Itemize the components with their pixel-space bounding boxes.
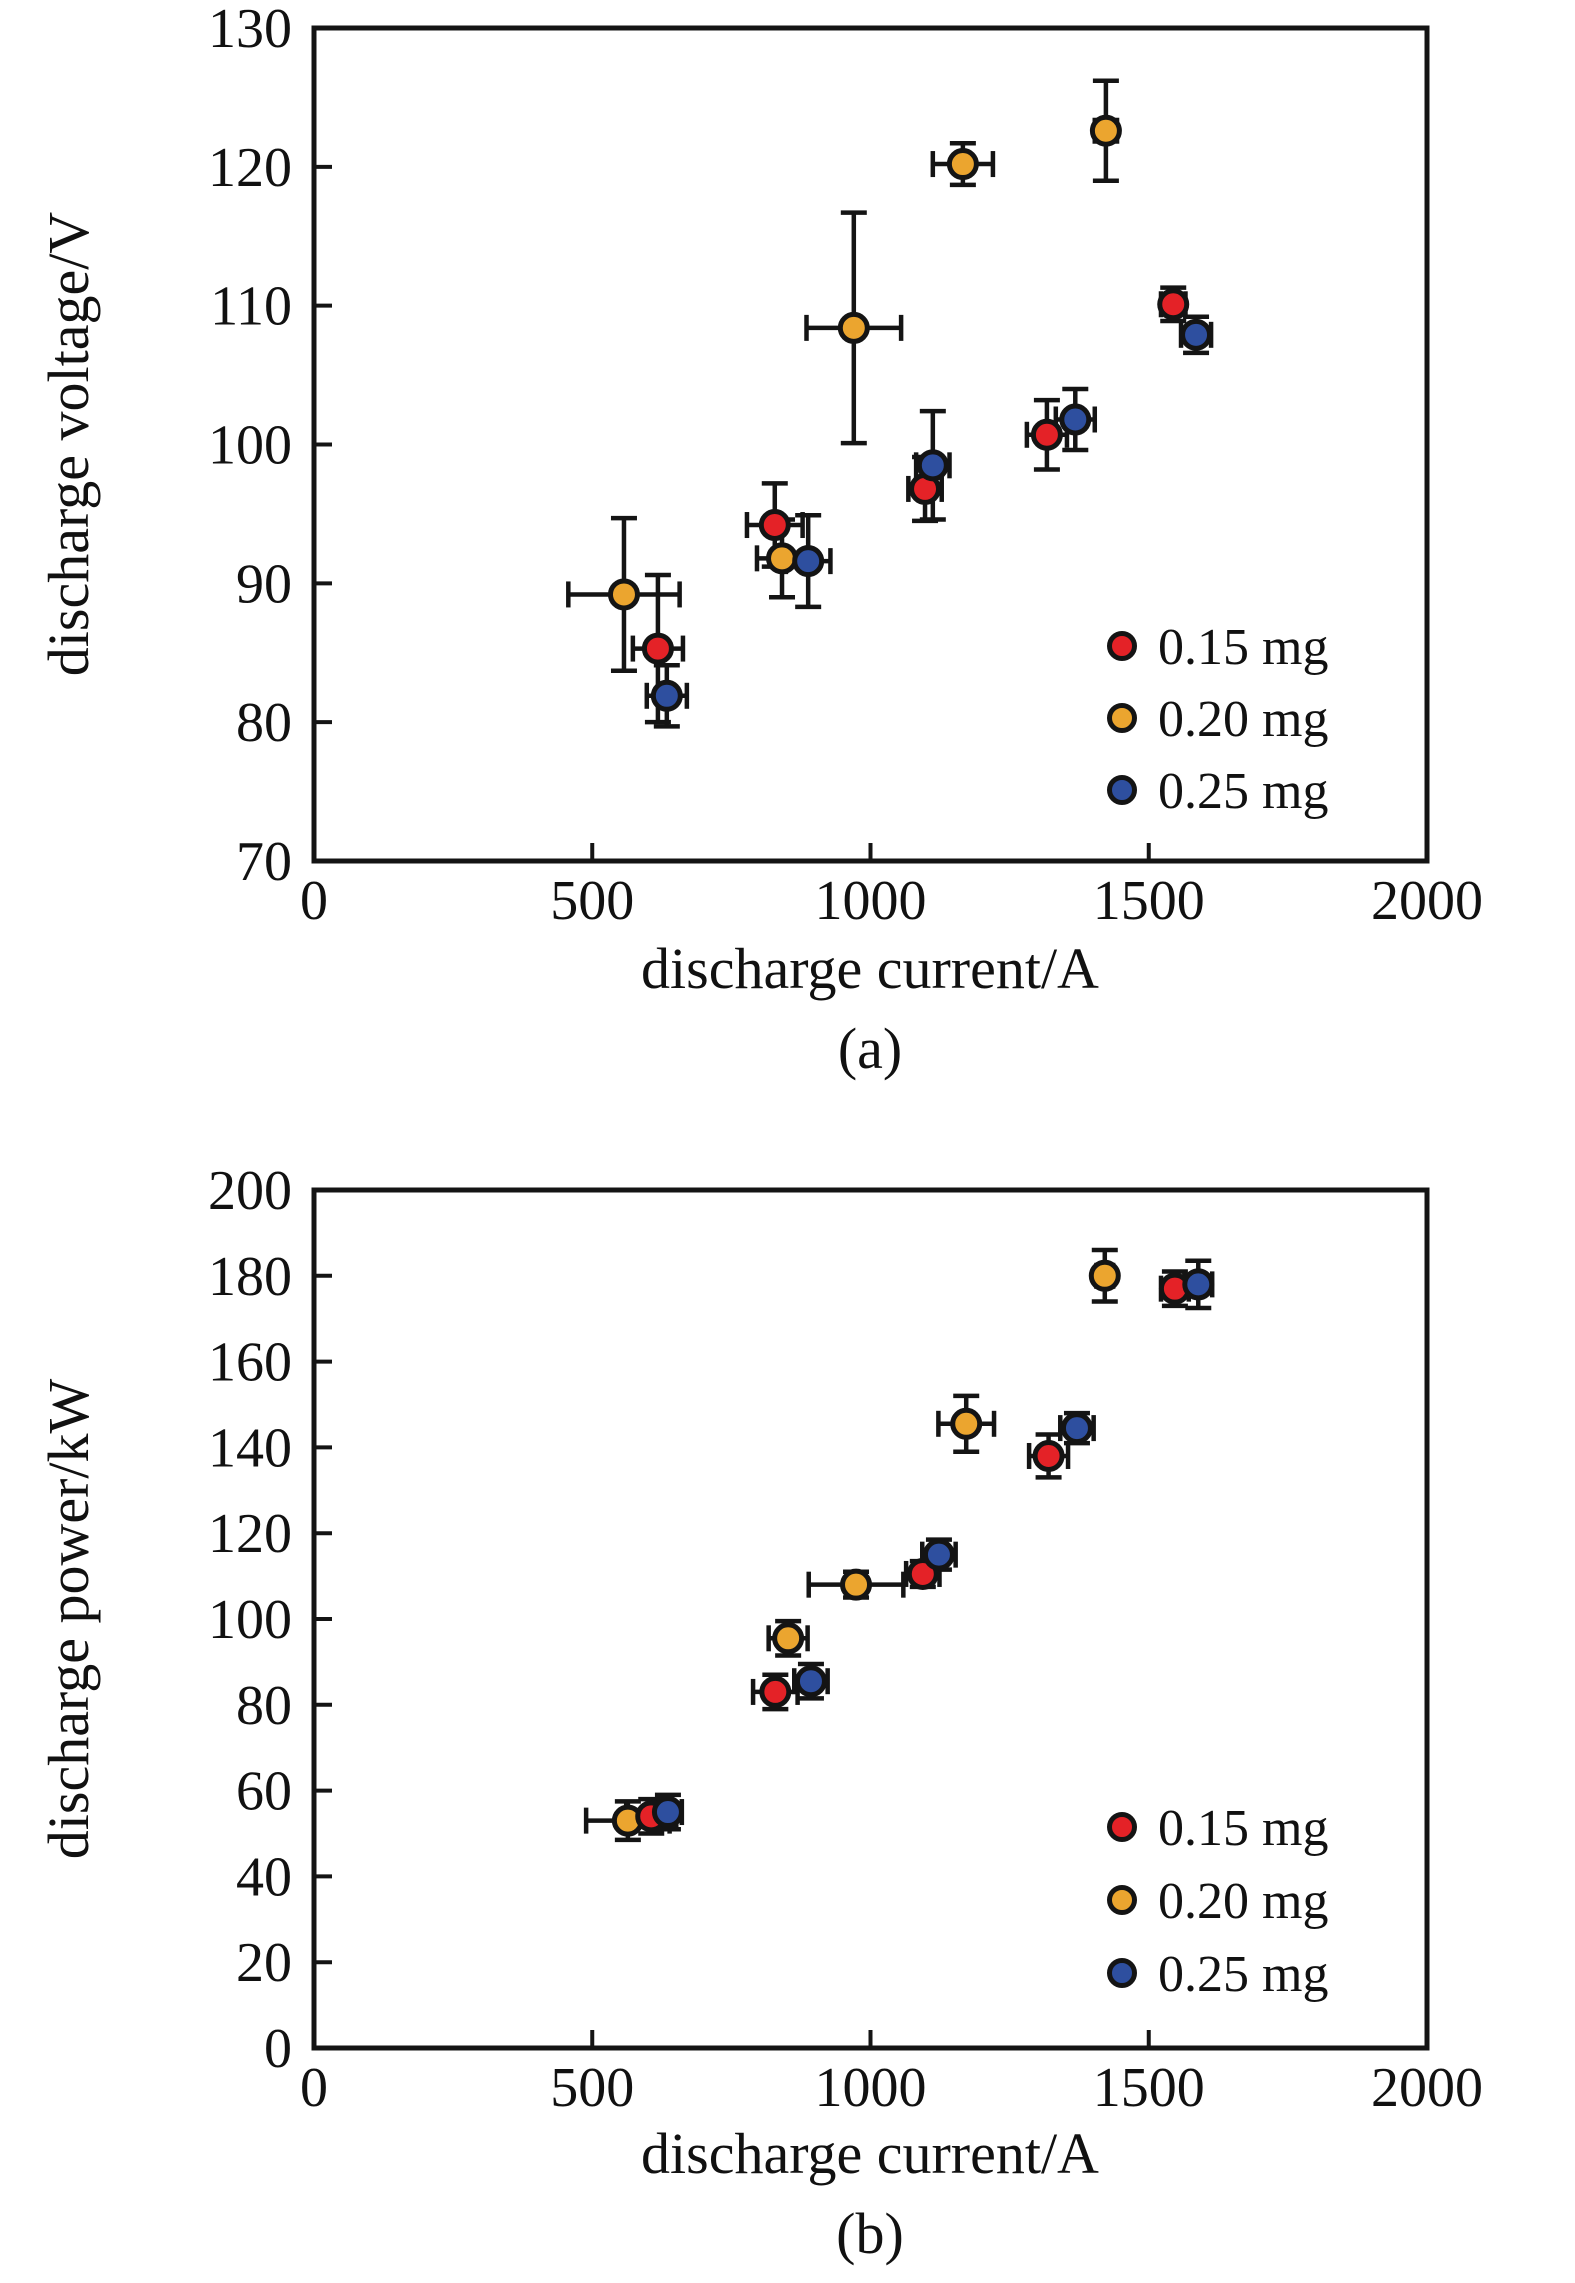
chart-b-caption: (b)	[836, 2201, 904, 2266]
data-point-marker	[946, 148, 979, 181]
data-point-marker	[792, 545, 825, 578]
y-tick-label: 120	[208, 137, 292, 199]
x-tick-label: 500	[550, 870, 634, 932]
series-errorbars-0.15mg	[630, 285, 1188, 725]
data-point-marker	[1180, 318, 1213, 351]
data-point-marker	[758, 509, 791, 542]
data-point-marker	[772, 1622, 805, 1655]
data-point-marker	[794, 1665, 827, 1698]
x-tick-label: 1000	[815, 870, 927, 932]
x-tick-label: 1000	[815, 2057, 927, 2119]
y-tick-label: 180	[208, 1246, 292, 1308]
series-errorbars-0.20mg	[566, 78, 1120, 674]
legend-marker	[1107, 1812, 1137, 1842]
y-tick-label: 110	[210, 276, 292, 338]
y-tick-label: 80	[236, 692, 292, 754]
series-points-0.20mg	[607, 114, 1122, 611]
series-points-0.20mg	[611, 1259, 1121, 1837]
data-point-marker	[1157, 288, 1190, 321]
y-tick-label: 80	[236, 1675, 292, 1737]
data-point-marker	[766, 542, 799, 575]
data-point-marker	[1032, 1439, 1065, 1472]
series-points-0.25mg	[651, 1268, 1215, 1829]
y-tick-label: 60	[236, 1761, 292, 1823]
y-tick-label: 160	[208, 1332, 292, 1394]
legend-marker	[1107, 631, 1137, 661]
power-chart: 0 500 1000 1500 2000 0 20 40 60 80 100 120 140 160 180…	[208, 1160, 1483, 2119]
y-tick-label: 40	[236, 1846, 292, 1908]
data-point-marker	[950, 1407, 983, 1440]
legend-label: 0.15 mg	[1158, 619, 1328, 676]
chart-a-xlabel: discharge current/A	[641, 936, 1099, 1001]
series-points-0.15mg	[641, 288, 1190, 665]
y-tick-label: 130	[208, 0, 292, 60]
y-tick-label: 140	[208, 1417, 292, 1479]
data-point-marker	[1059, 403, 1092, 436]
voltage-chart: 0 500 1000 1500 2000 70 80 90 100 110 120 130 0.15 m…	[208, 0, 1483, 932]
data-point-marker	[840, 1568, 873, 1601]
data-point-marker	[1030, 418, 1063, 451]
legend-marker	[1107, 1885, 1137, 1915]
data-point-marker	[651, 1796, 684, 1829]
y-tick-label: 120	[208, 1503, 292, 1565]
x-tick-label: 0	[300, 2057, 328, 2119]
data-point-marker	[641, 632, 674, 665]
legend-label: 0.25 mg	[1158, 1946, 1328, 2003]
series-points-0.25mg	[650, 318, 1213, 712]
x-tick-label: 2000	[1371, 2057, 1483, 2119]
x-tick-label: 1500	[1093, 870, 1205, 932]
x-tick-label: 2000	[1371, 870, 1483, 932]
chart-a-caption: (a)	[838, 1016, 902, 1081]
data-point-marker	[922, 1538, 955, 1571]
y-tick-label: 70	[236, 831, 292, 893]
x-tick-label: 0	[300, 870, 328, 932]
legend-marker	[1107, 775, 1137, 805]
legend-marker	[1107, 703, 1137, 733]
legend-label: 0.25 mg	[1158, 763, 1328, 820]
y-tick-label: 90	[236, 553, 292, 615]
legend-label: 0.20 mg	[1158, 691, 1328, 748]
data-point-marker	[1182, 1268, 1215, 1301]
x-tick-label: 500	[550, 2057, 634, 2119]
series-errorbars-0.20mg	[583, 1247, 1118, 1843]
legend: 0.15 mg 0.20 mg 0.25 mg	[1107, 1800, 1328, 2003]
legend-label: 0.15 mg	[1158, 1800, 1328, 1857]
y-tick-label: 200	[208, 1160, 292, 1222]
data-point-marker	[837, 311, 870, 344]
data-point-marker	[1089, 114, 1122, 147]
y-tick-label: 100	[208, 1589, 292, 1651]
series-errorbars-0.25mg	[644, 314, 1214, 729]
series-points-0.15mg	[635, 1272, 1191, 1833]
x-tick-label: 1500	[1093, 2057, 1205, 2119]
legend-label: 0.20 mg	[1158, 1873, 1328, 1930]
chart-b-xlabel: discharge current/A	[641, 2121, 1099, 2186]
data-point-marker	[1088, 1259, 1121, 1292]
legend: 0.15 mg 0.20 mg 0.25 mg	[1107, 619, 1328, 820]
data-point-marker	[916, 449, 949, 482]
chart-a-ylabel: discharge voltage/V	[36, 212, 101, 677]
data-point-marker	[759, 1675, 792, 1708]
y-tick-label: 100	[208, 415, 292, 477]
y-tick-label: 0	[264, 2018, 292, 2080]
chart-b-ylabel: discharge power/kW	[36, 1379, 101, 1860]
y-tick-label: 20	[236, 1932, 292, 1994]
data-point-marker	[650, 679, 683, 712]
data-point-marker	[607, 578, 640, 611]
series-errorbars-0.15mg	[623, 1269, 1192, 1836]
legend-marker	[1107, 1958, 1137, 1988]
data-point-marker	[1060, 1412, 1093, 1445]
